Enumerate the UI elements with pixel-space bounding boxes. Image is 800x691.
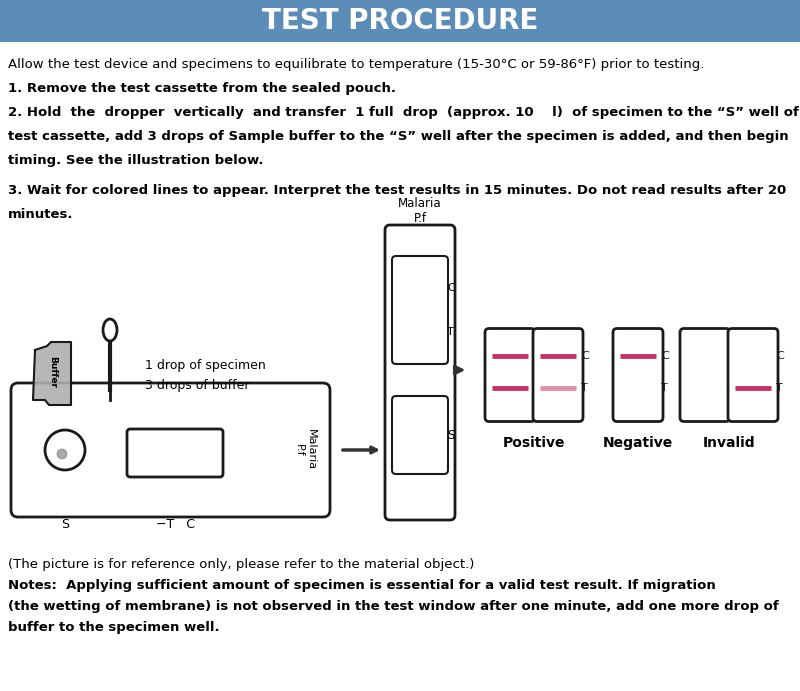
Text: (The picture is for reference only, please refer to the material object.): (The picture is for reference only, plea… <box>8 558 474 571</box>
Text: Positive: Positive <box>502 435 566 450</box>
Text: minutes.: minutes. <box>8 208 74 221</box>
Circle shape <box>45 430 85 470</box>
Text: C: C <box>533 351 541 361</box>
Text: 1 drop of specimen: 1 drop of specimen <box>145 359 266 372</box>
FancyBboxPatch shape <box>392 256 448 364</box>
Text: Notes:  Applying sufficient amount of specimen is essential for a valid test res: Notes: Applying sufficient amount of spe… <box>8 579 716 592</box>
Text: 2. Hold  the  dropper  vertically  and transfer  1 full  drop  (approx. 10    l): 2. Hold the dropper vertically and trans… <box>8 106 800 119</box>
Text: Malaria
P.f: Malaria P.f <box>294 429 316 471</box>
Text: T: T <box>581 383 588 392</box>
FancyBboxPatch shape <box>533 328 583 422</box>
Text: test cassette, add 3 drops of Sample buffer to the “S” well after the specimen i: test cassette, add 3 drops of Sample buf… <box>8 130 789 143</box>
Text: C: C <box>776 351 784 361</box>
Text: (the wetting of membrane) is not observed in the test window after one minute, a: (the wetting of membrane) is not observe… <box>8 600 778 613</box>
Text: Invalid: Invalid <box>702 435 755 450</box>
FancyBboxPatch shape <box>680 328 730 422</box>
FancyBboxPatch shape <box>392 396 448 474</box>
Text: 1. Remove the test cassette from the sealed pouch.: 1. Remove the test cassette from the sea… <box>8 82 396 95</box>
Text: T: T <box>728 383 734 392</box>
Text: C: C <box>581 351 589 361</box>
Ellipse shape <box>103 319 117 341</box>
Text: T: T <box>776 383 782 392</box>
Text: T: T <box>661 383 668 392</box>
Text: Negative: Negative <box>603 435 673 450</box>
Text: C: C <box>661 351 669 361</box>
Polygon shape <box>33 342 71 405</box>
Text: timing. See the illustration below.: timing. See the illustration below. <box>8 154 263 167</box>
Bar <box>0 0 800 42</box>
FancyBboxPatch shape <box>728 328 778 422</box>
Text: Allow the test device and specimens to equilibrate to temperature (15-30°C or 59: Allow the test device and specimens to e… <box>8 58 704 71</box>
Text: 3 drops of buffer: 3 drops of buffer <box>145 379 250 392</box>
Text: S: S <box>61 518 69 531</box>
FancyBboxPatch shape <box>485 328 535 422</box>
Text: C: C <box>447 283 454 293</box>
Text: T: T <box>447 327 454 337</box>
Text: −T   C: −T C <box>155 518 194 531</box>
FancyBboxPatch shape <box>127 429 223 477</box>
FancyBboxPatch shape <box>11 383 330 517</box>
Text: C: C <box>728 351 736 361</box>
Circle shape <box>57 449 67 459</box>
Text: Malaria
P.f: Malaria P.f <box>398 197 442 225</box>
Text: Buffer: Buffer <box>49 356 58 388</box>
Text: 3. Wait for colored lines to appear. Interpret the test results in 15 minutes. D: 3. Wait for colored lines to appear. Int… <box>8 184 786 197</box>
Text: TEST PROCEDURE: TEST PROCEDURE <box>262 7 538 35</box>
FancyBboxPatch shape <box>385 225 455 520</box>
FancyBboxPatch shape <box>613 328 663 422</box>
Text: buffer to the specimen well.: buffer to the specimen well. <box>8 621 220 634</box>
Text: S: S <box>447 428 454 442</box>
Text: T: T <box>533 383 540 392</box>
